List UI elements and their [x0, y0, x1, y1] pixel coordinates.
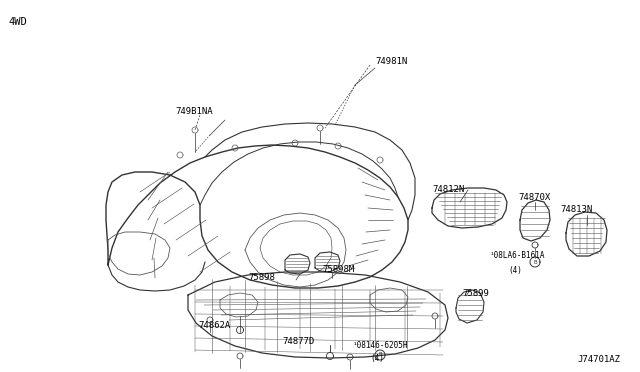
- Text: 4WD: 4WD: [8, 17, 27, 27]
- Text: (4): (4): [370, 353, 384, 362]
- Text: 75898: 75898: [248, 273, 275, 282]
- Text: 74812N: 74812N: [432, 186, 464, 195]
- Text: 749B1NA: 749B1NA: [175, 108, 212, 116]
- Text: 75898M: 75898M: [322, 266, 355, 275]
- Text: B: B: [533, 260, 537, 264]
- Text: ¹08LA6-B161A: ¹08LA6-B161A: [490, 250, 545, 260]
- Text: 74862A: 74862A: [198, 321, 230, 330]
- Text: 74870X: 74870X: [518, 193, 550, 202]
- Text: 75899: 75899: [462, 289, 489, 298]
- Text: 74981N: 74981N: [375, 58, 407, 67]
- Text: (4): (4): [508, 266, 522, 275]
- Text: B: B: [378, 353, 382, 357]
- Text: 74877D: 74877D: [282, 337, 314, 346]
- Text: J74701AZ: J74701AZ: [577, 356, 620, 365]
- Text: ¹08146-6205H: ¹08146-6205H: [353, 340, 408, 350]
- Text: 74813N: 74813N: [560, 205, 592, 215]
